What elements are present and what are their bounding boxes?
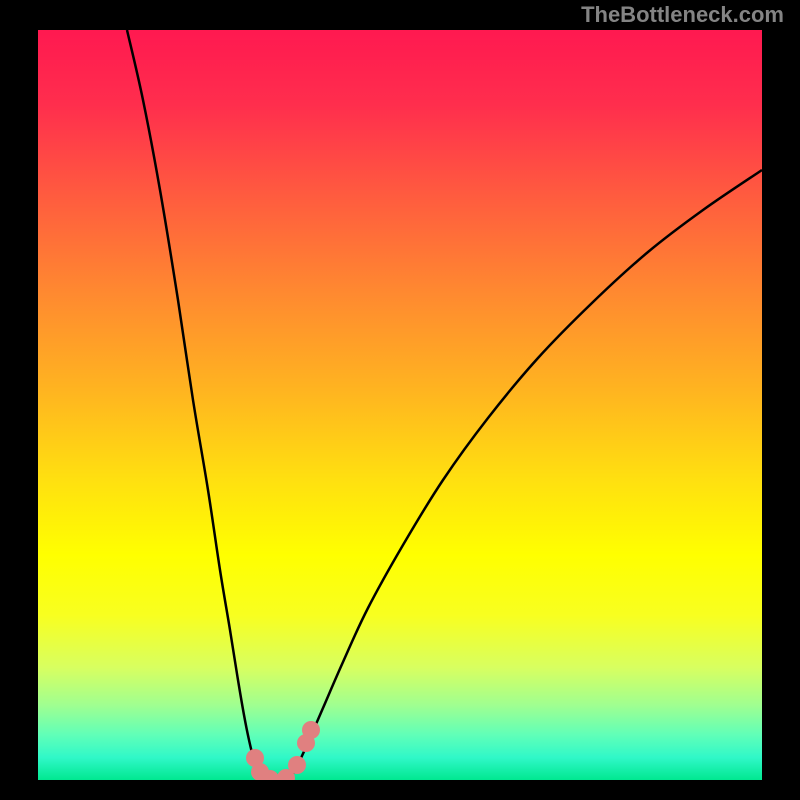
watermark-text: TheBottleneck.com	[581, 2, 784, 28]
curve-markers	[246, 721, 320, 780]
plot-area	[38, 30, 762, 780]
bottleneck-curve	[127, 30, 762, 780]
curve-layer	[38, 30, 762, 780]
marker-point	[302, 721, 320, 739]
marker-point	[288, 756, 306, 774]
chart-container: TheBottleneck.com	[0, 0, 800, 800]
